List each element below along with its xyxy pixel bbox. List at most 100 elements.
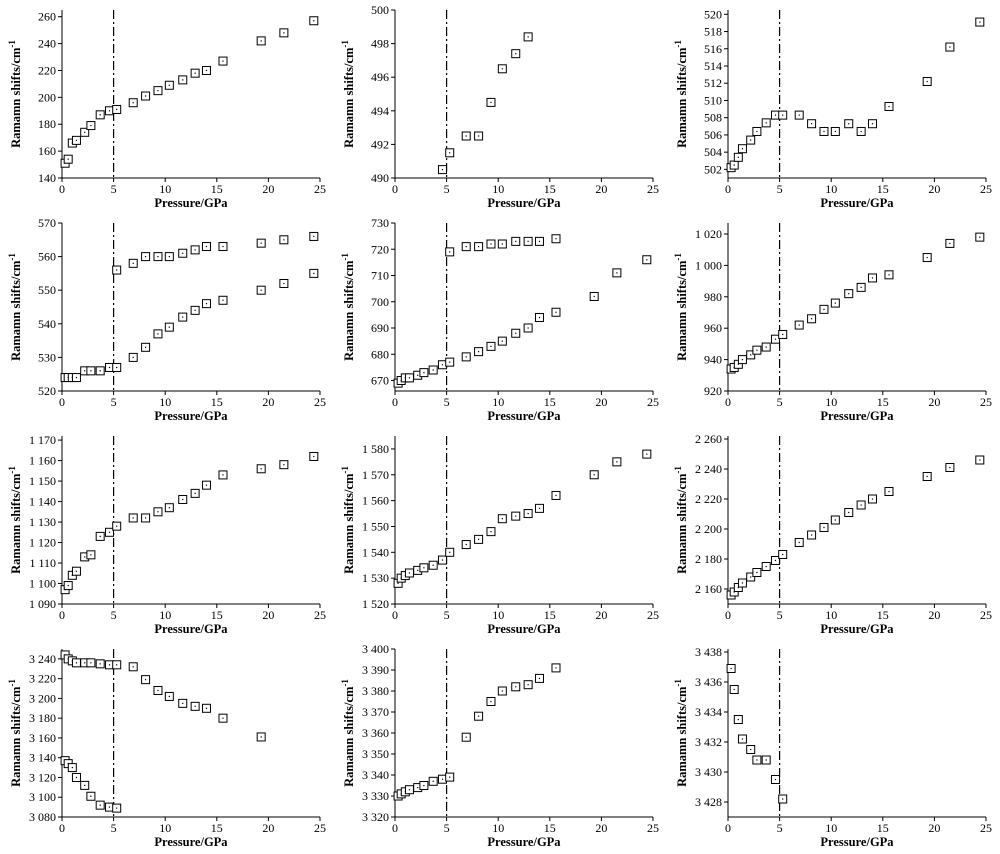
chart-panel: 0 5 10 15 20 25 2 160 2 180 2 200 2 220 2 240 2 260… <box>666 426 999 639</box>
chart-panel: 0 5 10 15 20 25 520 530 540 550 560 570 Pressure/GPa… <box>0 213 333 426</box>
y-tick-label: 1 160 <box>29 454 56 468</box>
x-tick-label: 20 <box>595 395 607 409</box>
data-point <box>474 534 484 544</box>
data-point <box>830 515 840 525</box>
data-point <box>218 470 228 480</box>
y-tick-label: 494 <box>371 104 389 118</box>
data-point <box>95 800 105 810</box>
data-point <box>404 373 414 383</box>
data-point <box>733 715 743 724</box>
x-tick-label: 25 <box>314 821 326 835</box>
data-point <box>141 342 151 352</box>
data-point <box>474 131 484 141</box>
x-tick-label: 0 <box>725 821 731 835</box>
data-point <box>486 697 496 706</box>
data-point <box>445 148 455 158</box>
y-tick-label: 514 <box>704 59 722 73</box>
y-tick-label: 3 180 <box>29 711 56 725</box>
x-tick-label: 5 <box>444 182 450 196</box>
x-axis-title: Pressure/GPa <box>820 196 894 210</box>
data-point <box>844 508 854 517</box>
y-tick-label: 260 <box>38 10 56 24</box>
data-point <box>511 682 521 692</box>
x-tick-label: 0 <box>725 182 731 196</box>
data-point <box>153 507 163 517</box>
data-point <box>856 126 866 136</box>
x-tick-label: 20 <box>262 821 274 835</box>
x-axis-title: Pressure/GPa <box>487 196 561 210</box>
x-tick-label: 20 <box>595 608 607 622</box>
x-tick-label: 10 <box>159 182 171 196</box>
data-point <box>534 673 544 683</box>
data-point <box>279 235 289 245</box>
y-tick-label: 3 400 <box>362 642 389 656</box>
x-tick-label: 15 <box>877 395 889 409</box>
y-tick-label: 512 <box>704 76 722 90</box>
data-point <box>752 126 762 136</box>
x-axis-title: Pressure/GPa <box>820 622 894 636</box>
data-point <box>419 368 429 378</box>
x-tick-label: 15 <box>877 821 889 835</box>
data-point <box>511 236 521 246</box>
y-tick-label: 1 130 <box>29 515 56 529</box>
data-point <box>778 550 788 559</box>
y-tick-label: 3 240 <box>29 652 56 666</box>
data-point <box>551 490 561 500</box>
y-tick-label: 1 170 <box>29 433 56 447</box>
y-axis-title: Ramamn shifts/cm-1 <box>7 466 23 574</box>
data-point <box>497 64 507 74</box>
data-point <box>819 304 829 314</box>
y-tick-label: 3 428 <box>695 795 722 809</box>
data-point <box>551 663 561 673</box>
x-tick-label: 0 <box>392 608 398 622</box>
x-tick-label: 15 <box>211 608 223 622</box>
y-tick-label: 160 <box>38 144 56 158</box>
x-tick-label: 25 <box>980 821 992 835</box>
data-point <box>511 49 521 59</box>
data-point <box>461 732 471 742</box>
y-tick-label: 1 000 <box>695 258 722 272</box>
data-point <box>112 362 122 372</box>
data-point <box>63 581 73 591</box>
x-tick-label: 20 <box>595 182 607 196</box>
y-tick-label: 1 020 <box>695 227 722 241</box>
data-point <box>201 299 211 309</box>
data-point <box>218 242 228 252</box>
x-tick-label: 0 <box>59 395 65 409</box>
data-point <box>67 763 77 773</box>
data-point <box>486 341 496 351</box>
data-point <box>153 252 163 262</box>
data-point <box>752 345 762 355</box>
x-tick-label: 0 <box>59 608 65 622</box>
data-point <box>190 68 200 78</box>
x-tick-label: 20 <box>928 821 940 835</box>
x-tick-label: 15 <box>544 182 556 196</box>
data-point <box>761 118 771 128</box>
data-point <box>218 295 228 305</box>
data-point <box>201 703 211 713</box>
data-point <box>497 686 507 696</box>
x-tick-label: 5 <box>111 821 117 835</box>
y-tick-label: 3 438 <box>695 645 722 659</box>
y-tick-label: 2 180 <box>695 552 722 566</box>
chart-panel: 0 5 10 15 20 25 670 680 690 700 710 720 730 Pressure/… <box>333 213 666 426</box>
data-point <box>404 785 414 795</box>
data-point <box>71 566 81 576</box>
data-point <box>945 42 955 52</box>
data-point <box>737 144 747 154</box>
data-point <box>428 560 438 570</box>
chart-svg: 0 5 10 15 20 25 1 090 1 100 1 110 1 120 1 130 1 140… <box>7 433 326 636</box>
data-point <box>975 455 985 465</box>
data-point <box>474 347 484 357</box>
data-point <box>737 734 747 744</box>
y-tick-label: 1 530 <box>362 571 389 585</box>
y-tick-label: 560 <box>38 250 56 264</box>
y-axis-title: Ramamn shifts/cm-1 <box>673 679 689 787</box>
y-tick-label: 1 570 <box>362 468 389 482</box>
data-point <box>112 660 122 670</box>
data-point <box>486 527 496 537</box>
data-point <box>794 538 804 547</box>
data-point <box>752 755 762 765</box>
x-tick-label: 5 <box>111 395 117 409</box>
